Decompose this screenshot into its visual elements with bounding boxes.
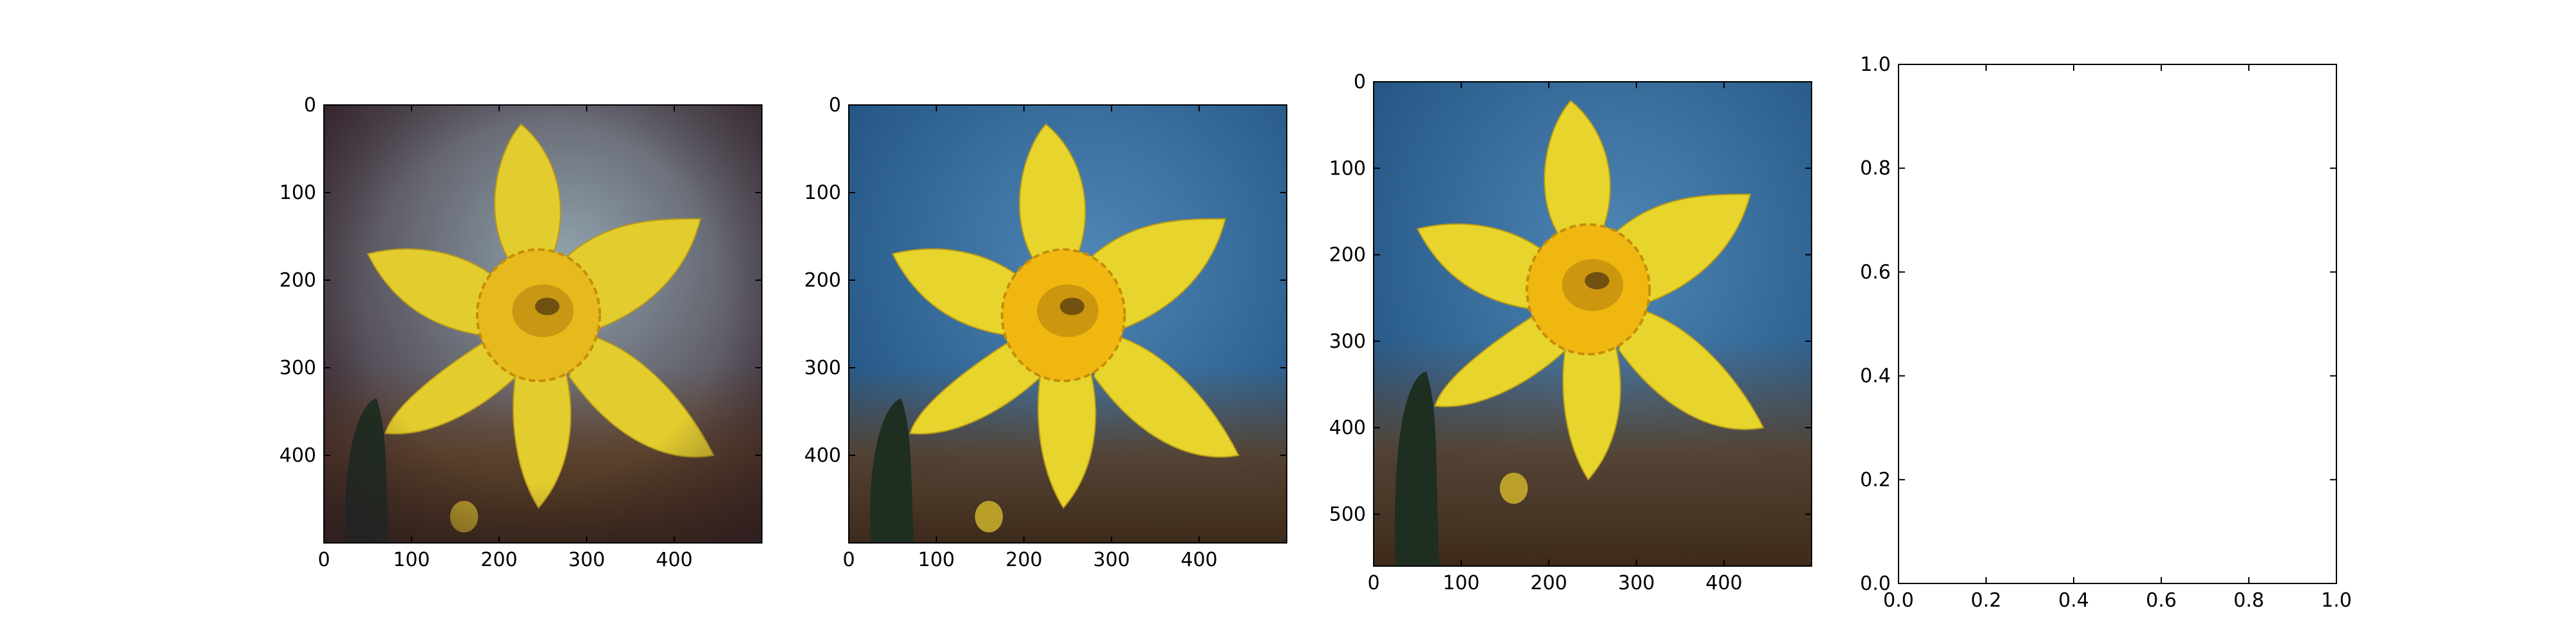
y-tick-label: 0.8	[1860, 157, 1891, 180]
y-tick-label: 0	[1354, 71, 1366, 93]
daffodil-image	[324, 105, 762, 543]
y-tick-label: 200	[1329, 244, 1366, 267]
x-tick-label: 0.2	[1971, 589, 2002, 612]
petal	[1562, 340, 1622, 481]
leaf	[1394, 371, 1439, 566]
x-tick-label: 200	[1530, 572, 1567, 594]
y-tick-label: 300	[1329, 330, 1366, 353]
y-tick-label: 0.6	[1860, 261, 1891, 283]
leaf	[869, 398, 914, 543]
axes-panel-4: 0.0 0.2 0.4 0.6 0.8 1.0 0.0 0.2 0.4 0.6 0.8 1.0	[1860, 53, 2352, 612]
x-tick-label: 0	[842, 549, 855, 571]
x-tick-label: 0.6	[2146, 589, 2177, 612]
x-tick-label: 100	[393, 549, 430, 571]
x-tick-label: 0.0	[1883, 589, 1914, 612]
daffodil-image	[1374, 82, 1812, 566]
y-tick-label: 400	[279, 444, 316, 467]
petal	[1416, 223, 1549, 312]
y-tick-label: 400	[1329, 417, 1366, 439]
bud	[974, 500, 1003, 533]
x-tick-label: 200	[480, 549, 517, 571]
y-tick-label: 0.2	[1860, 469, 1891, 491]
y-tick-label: 200	[279, 269, 316, 292]
y-tick-label: 0.0	[1860, 573, 1891, 595]
y-tick-label: 1.0	[1860, 53, 1891, 76]
petal	[1037, 367, 1097, 509]
daffodil-image	[849, 105, 1287, 543]
petal	[1434, 305, 1577, 408]
stamen	[1584, 272, 1609, 290]
axes-panel-1: 0 100 200 300 400 0 100 200 300 400	[279, 94, 762, 571]
y-tick-label: 100	[1329, 157, 1366, 180]
x-tick-label: 300	[1618, 572, 1654, 594]
x-tick-label: 100	[918, 549, 954, 571]
x-tick-label: 0.8	[2233, 589, 2264, 612]
x-tick-label: 300	[1093, 549, 1130, 571]
x-tick-label: 200	[1005, 549, 1042, 571]
x-tick-label: 0	[317, 549, 330, 571]
x-tick-label: 1.0	[2321, 589, 2352, 612]
y-tick-label: 0	[829, 94, 841, 117]
x-tick-label: 300	[568, 549, 605, 571]
vignette	[324, 105, 762, 543]
y-tick-label: 100	[804, 182, 841, 204]
y-tick-label: 400	[804, 444, 841, 467]
axes-frame	[323, 104, 762, 544]
x-tick-label: 400	[1705, 572, 1742, 594]
x-tick-label: 100	[1443, 572, 1479, 594]
petal	[1544, 100, 1611, 234]
x-tick-label: 400	[656, 549, 692, 571]
stamen	[1059, 298, 1084, 316]
axes-frame	[1898, 64, 2337, 584]
petal	[891, 248, 1025, 338]
x-tick-label: 0.4	[2058, 589, 2089, 612]
petal	[1093, 332, 1240, 458]
x-tick-label: 400	[1180, 549, 1217, 571]
y-tick-label: 0.4	[1860, 365, 1891, 388]
y-tick-label: 200	[804, 269, 841, 292]
x-tick-label: 0	[1367, 572, 1379, 594]
petal	[1019, 123, 1086, 259]
petal	[909, 332, 1052, 435]
y-tick-label: 300	[804, 357, 841, 379]
axes-panel-2: 0 100 200 300 400 0 100 200 300 400	[804, 94, 1287, 571]
bud	[1499, 472, 1528, 504]
y-tick-label: 100	[279, 182, 316, 204]
petal	[1618, 305, 1765, 430]
axes-frame	[1373, 81, 1812, 567]
y-tick-label: 300	[279, 357, 316, 379]
y-tick-label: 500	[1329, 503, 1366, 526]
axes-frame	[848, 104, 1287, 544]
axes-panel-3: 0 100 200 300 400 0 100 200 300 400 500	[1329, 71, 1812, 594]
y-tick-label: 0	[304, 94, 316, 117]
